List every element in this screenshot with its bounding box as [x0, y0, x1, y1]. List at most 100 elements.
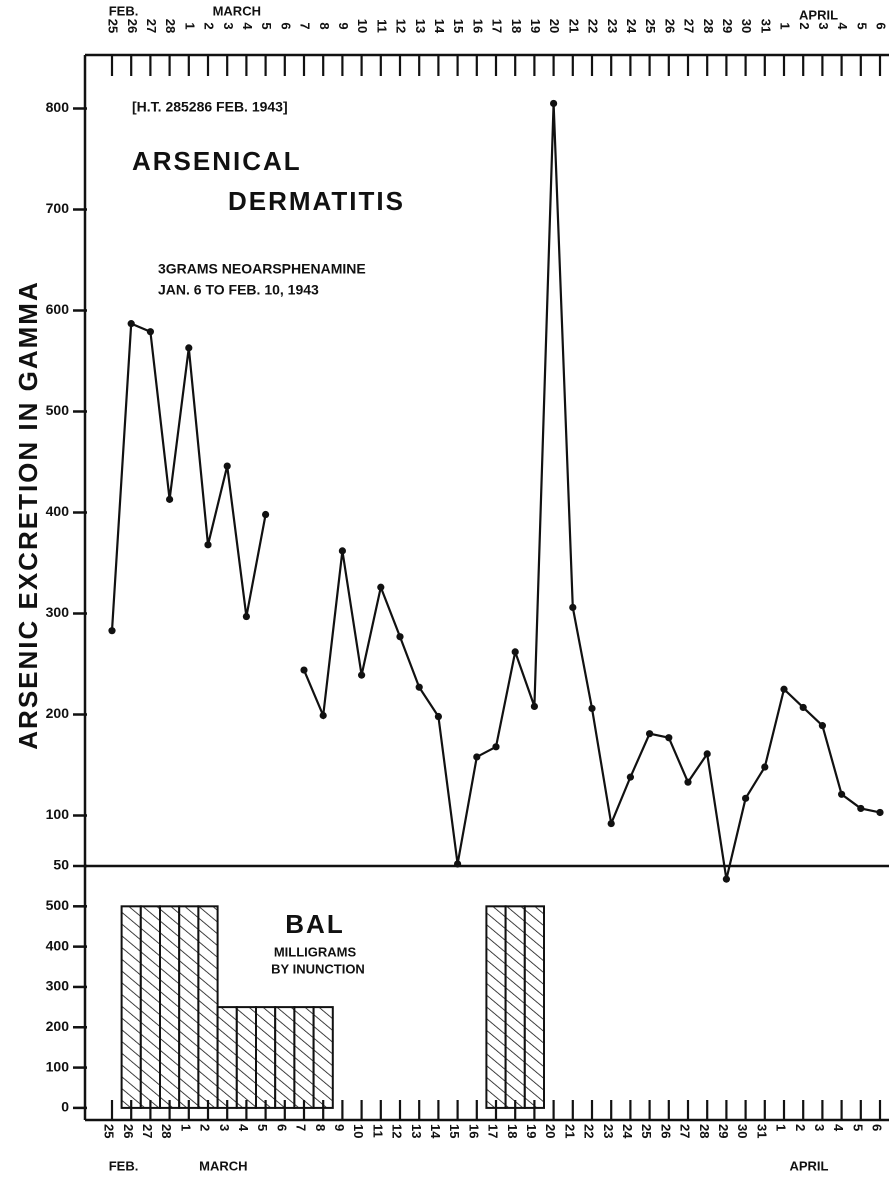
x-tick-label: 14 — [432, 19, 447, 34]
data-point — [722, 875, 731, 883]
x-tick-label: 12 — [394, 19, 409, 33]
x-tick-label: 27 — [678, 1124, 693, 1138]
y-tick-label: 200 — [46, 1018, 70, 1034]
data-point — [396, 633, 404, 641]
data-point — [876, 808, 884, 817]
bar — [139, 905, 162, 1109]
bar — [274, 1006, 296, 1109]
month-label: FEB. — [109, 1158, 139, 1173]
x-tick-label: 3 — [221, 22, 236, 29]
data-point — [838, 790, 846, 798]
data-line — [110, 322, 267, 631]
x-tick-label: 19 — [528, 19, 543, 33]
x-tick-label: 9 — [336, 22, 351, 29]
data-point — [338, 547, 346, 555]
data-point — [626, 773, 635, 781]
x-tick-label: 19 — [524, 1124, 539, 1138]
data-point — [530, 702, 539, 711]
x-tick-label: 5 — [854, 22, 869, 29]
x-tick-label: 8 — [313, 1124, 328, 1131]
annotation: [H.T. 285286 FEB. 1943] — [132, 99, 288, 115]
y-tick-label: 300 — [46, 604, 70, 620]
x-tick-label: 16 — [466, 1124, 481, 1138]
x-tick-label: 31 — [754, 1124, 769, 1138]
data-point — [262, 510, 270, 519]
data-point — [569, 603, 577, 612]
month-label: MARCH — [199, 1158, 247, 1173]
x-tick-label: 29 — [716, 1124, 731, 1138]
x-tick-label: 6 — [274, 1124, 289, 1131]
data-point — [434, 712, 442, 721]
month-label: APRIL — [799, 7, 838, 22]
y-tick-label: 500 — [46, 402, 70, 418]
annotation: BY INUNCTION — [271, 961, 365, 976]
bar-title: BAL — [285, 909, 344, 939]
data-point — [108, 627, 116, 635]
y-tick-label: 700 — [46, 200, 70, 216]
x-tick-label: 11 — [374, 19, 389, 33]
x-tick-label: 1 — [774, 1124, 789, 1131]
data-point — [127, 320, 135, 328]
y-tick-label: 100 — [46, 1058, 70, 1074]
y-tick-label: 400 — [46, 503, 70, 519]
x-tick-label: 29 — [720, 19, 735, 33]
x-tick-label: 1 — [178, 1124, 193, 1131]
y-tick-label: 600 — [46, 301, 70, 317]
x-tick-label: 28 — [697, 1124, 712, 1138]
data-point — [415, 683, 423, 691]
x-tick-label: 18 — [505, 1124, 520, 1138]
x-tick-label: 15 — [451, 19, 466, 33]
bar — [216, 1006, 238, 1109]
data-point — [665, 734, 673, 742]
data-point — [204, 541, 212, 549]
y-tick-label: 100 — [46, 806, 70, 822]
x-tick-label: 3 — [217, 1124, 232, 1131]
data-point — [684, 778, 692, 786]
x-tick-label: 20 — [547, 19, 562, 33]
data-point — [300, 666, 308, 674]
x-tick-label: 5 — [259, 22, 274, 29]
data-point — [799, 703, 807, 712]
x-tick-label: 25 — [102, 1124, 117, 1138]
x-tick-label: 25 — [643, 19, 658, 33]
x-tick-label: 25 — [639, 1124, 654, 1138]
data-point — [857, 804, 865, 813]
data-point — [607, 819, 615, 828]
x-tick-label: 30 — [739, 19, 754, 33]
month-label: FEB. — [109, 3, 139, 18]
data-point — [242, 612, 250, 621]
data-point — [166, 495, 174, 503]
x-tick-label: 5 — [255, 1124, 270, 1131]
x-tick-label: 24 — [620, 1124, 635, 1139]
data-point — [358, 671, 366, 679]
x-tick-label: 27 — [140, 1124, 155, 1138]
x-tick-label: 2 — [793, 1124, 808, 1131]
month-label: APRIL — [789, 1158, 828, 1173]
data-point — [319, 711, 327, 720]
x-tick-label: 2 — [202, 22, 217, 29]
x-tick-label: 31 — [758, 19, 773, 33]
y-tick-label: 200 — [46, 705, 70, 721]
x-tick-label: 2 — [797, 22, 812, 29]
x-tick-label: 16 — [470, 19, 485, 33]
x-tick-label: 17 — [486, 1124, 501, 1138]
data-point — [742, 794, 750, 802]
x-tick-label: 14 — [428, 1124, 443, 1139]
x-tick-label: 6 — [870, 1124, 885, 1131]
bar — [159, 905, 181, 1109]
x-tick-label: 28 — [159, 1124, 174, 1138]
data-line — [302, 103, 881, 880]
x-tick-label: 27 — [682, 19, 697, 33]
y-tick-label: 0 — [61, 1099, 69, 1115]
x-tick-label: 3 — [812, 1124, 827, 1131]
data-point — [818, 722, 827, 730]
y-tick-label: 300 — [46, 978, 70, 994]
x-tick-label: 13 — [409, 1124, 424, 1138]
x-tick-label: 21 — [566, 19, 581, 33]
month-label: MARCH — [213, 3, 261, 18]
data-point — [492, 743, 500, 751]
bar — [197, 905, 219, 1109]
x-tick-label: 12 — [390, 1124, 405, 1138]
